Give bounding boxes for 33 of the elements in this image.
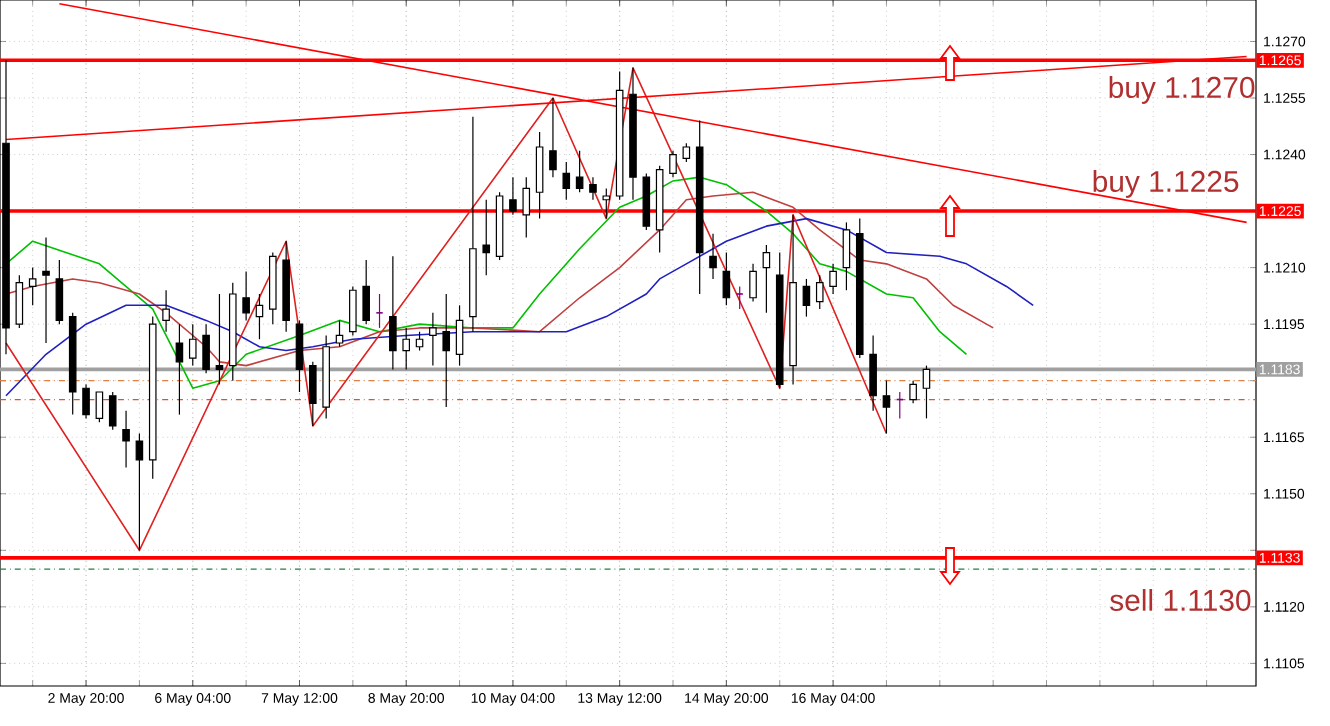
candlestick (429, 312, 437, 367)
candlestick (869, 334, 877, 412)
candlestick (162, 289, 170, 333)
annotation: buy 1.1225 (1093, 170, 1239, 198)
candlestick (122, 410, 130, 468)
candlestick (735, 285, 744, 310)
annotation: buy 1.1270 (1109, 76, 1255, 104)
line-series (5, 191, 994, 367)
candlestick (482, 199, 491, 276)
candlestick (242, 270, 250, 321)
candlestick (789, 214, 797, 386)
candlestick (82, 383, 90, 419)
candlestick (709, 233, 717, 280)
candlestick (909, 380, 917, 404)
candlestick (549, 97, 557, 178)
line-series (5, 67, 888, 552)
candlestick (469, 116, 477, 333)
candlestick (695, 120, 704, 295)
candlestick (749, 263, 757, 303)
candlestick (669, 150, 677, 178)
candlestick (629, 67, 637, 201)
candlestick (282, 240, 290, 333)
candlestick (175, 323, 184, 416)
candlestick (202, 323, 210, 374)
candlestick (42, 236, 50, 344)
candlestick (829, 263, 837, 295)
annotation: sell 1.1130 (1110, 589, 1251, 611)
candlestick (389, 255, 397, 370)
line-series (5, 176, 968, 390)
candlestick (589, 176, 597, 201)
candlestick (509, 176, 517, 216)
candlestick (442, 293, 451, 408)
candlestick (375, 293, 384, 329)
